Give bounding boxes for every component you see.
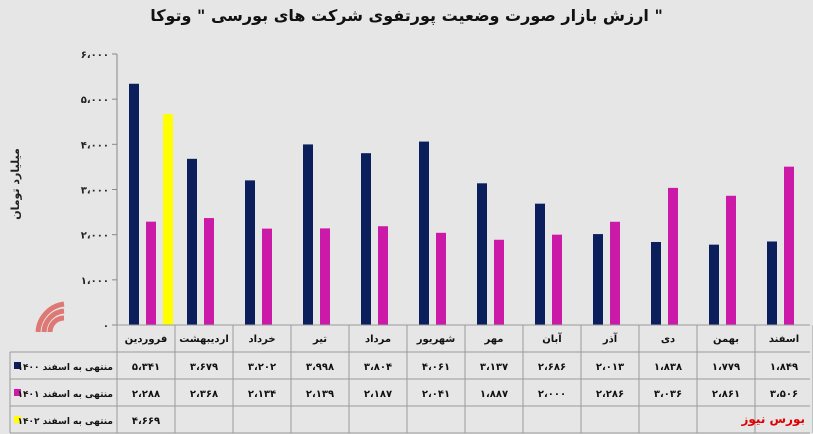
bar bbox=[320, 228, 330, 325]
data-label: ۳،۱۳۷ bbox=[480, 362, 508, 373]
bar bbox=[709, 244, 719, 325]
category-label: دی bbox=[661, 334, 675, 345]
bar bbox=[651, 241, 661, 325]
data-label: ۳،۰۳۶ bbox=[654, 389, 682, 400]
bar bbox=[378, 226, 388, 325]
data-label: ۲،۰۴۱ bbox=[422, 389, 450, 400]
bar bbox=[361, 153, 371, 325]
bar bbox=[163, 114, 173, 325]
data-label: ۲،۲۸۶ bbox=[596, 389, 624, 400]
bar bbox=[245, 180, 255, 325]
bar bbox=[593, 234, 603, 325]
data-label: ۵،۳۴۱ bbox=[132, 362, 160, 373]
category-label: مهر bbox=[483, 334, 503, 345]
data-label: ۲،۰۱۳ bbox=[596, 362, 624, 373]
bar bbox=[767, 241, 777, 325]
bar bbox=[187, 158, 197, 325]
data-label: ۲،۸۶۱ bbox=[712, 389, 740, 400]
data-label: ۲،۲۸۸ bbox=[132, 389, 160, 400]
legend-label: منتهی به اسفند ۱۴۰۱ bbox=[18, 390, 113, 400]
y-tick-label: ۶،۰۰۰ bbox=[81, 50, 109, 61]
category-label: اسفند bbox=[769, 334, 799, 345]
bar bbox=[262, 228, 272, 325]
bar bbox=[552, 234, 562, 325]
legend-key bbox=[14, 362, 21, 369]
data-label: ۳،۸۰۴ bbox=[364, 362, 392, 373]
bar bbox=[436, 232, 446, 325]
category-label: تیر bbox=[312, 334, 327, 345]
bar bbox=[204, 218, 214, 325]
bar bbox=[726, 195, 736, 325]
data-label: ۲،۱۳۴ bbox=[248, 389, 276, 400]
category-label: اردیبهشت bbox=[179, 334, 229, 345]
bar bbox=[419, 141, 429, 325]
category-label: آذر bbox=[602, 332, 618, 345]
y-tick-label: ۲،۰۰۰ bbox=[81, 231, 109, 242]
brand-watermark: بورس نیوز bbox=[741, 412, 805, 426]
chart-title: ارزش بازار صورت وضعیت پورتفوی شرکت های ب… bbox=[150, 6, 663, 25]
category-label: فروردین bbox=[125, 334, 168, 345]
legend-key bbox=[14, 389, 21, 396]
bar bbox=[494, 239, 504, 325]
data-label: ۱،۸۸۷ bbox=[480, 389, 508, 400]
bar bbox=[129, 83, 139, 325]
category-label: شهریور bbox=[416, 334, 456, 345]
bar bbox=[610, 221, 620, 325]
data-label: ۴،۶۶۹ bbox=[132, 416, 160, 427]
data-label: ۳،۹۹۸ bbox=[306, 362, 334, 373]
bar bbox=[303, 144, 313, 325]
data-label: ۳،۵۰۶ bbox=[770, 389, 798, 400]
data-label: ۳،۲۰۲ bbox=[248, 362, 276, 373]
legend-key bbox=[14, 416, 21, 423]
data-label: ۳،۶۷۹ bbox=[190, 362, 218, 373]
data-label: ۱،۸۳۸ bbox=[654, 362, 682, 373]
category-label: آبان bbox=[542, 332, 562, 345]
y-tick-label: ۱،۰۰۰ bbox=[81, 276, 109, 287]
y-tick-label: ۴،۰۰۰ bbox=[81, 140, 109, 151]
data-label: ۲،۱۳۹ bbox=[306, 389, 334, 400]
data-label: ۴،۰۶۱ bbox=[422, 362, 450, 373]
data-label: ۱،۷۷۹ bbox=[712, 362, 740, 373]
data-label: ۲،۰۰۰ bbox=[538, 389, 566, 400]
y-tick-label: ۰ bbox=[103, 321, 109, 332]
data-label: ۱،۸۴۹ bbox=[770, 362, 798, 373]
legend-label: منتهی به اسفند ۱۴۰۰ bbox=[18, 363, 113, 373]
data-label: ۲،۱۸۷ bbox=[364, 389, 392, 400]
category-label: مرداد bbox=[365, 334, 391, 345]
data-label: ۲،۶۸۶ bbox=[538, 362, 566, 373]
category-label: خرداد bbox=[248, 334, 275, 345]
bar bbox=[535, 203, 545, 325]
broadcast-logo-icon bbox=[35, 301, 65, 333]
y-tick-label: ۳،۰۰۰ bbox=[81, 186, 109, 197]
bar bbox=[668, 187, 678, 325]
category-label: بهمن bbox=[713, 334, 739, 345]
bar bbox=[146, 221, 156, 325]
bar bbox=[477, 183, 487, 325]
bar bbox=[784, 166, 794, 325]
y-tick-label: ۵،۰۰۰ bbox=[81, 95, 109, 106]
legend-label: منتهی به اسفند ۱۴۰۲ bbox=[18, 417, 113, 427]
data-label: ۲،۳۶۸ bbox=[190, 389, 218, 400]
